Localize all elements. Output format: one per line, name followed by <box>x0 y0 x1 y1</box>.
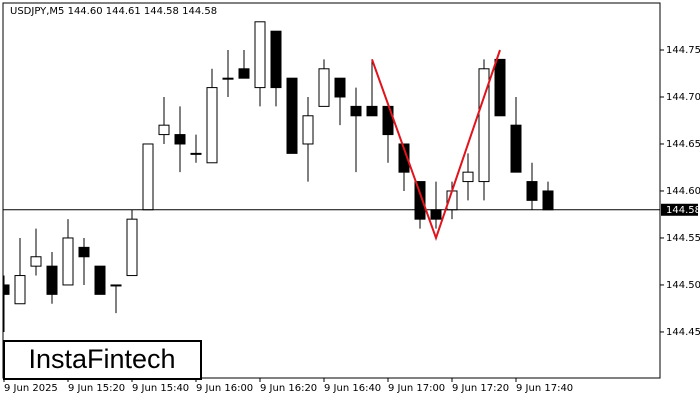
candle-body <box>222 77 234 80</box>
logo: InstaFintech <box>28 344 175 374</box>
candle-body <box>270 30 282 89</box>
candle-body <box>398 143 410 173</box>
candle-body <box>350 105 362 117</box>
candle-body <box>302 115 314 145</box>
x-tick-label: 9 Jun 15:20 <box>68 383 125 394</box>
candle-body <box>542 190 554 211</box>
candle-body <box>110 284 122 287</box>
y-tick-label: 144.65 <box>666 139 700 150</box>
candle-body <box>78 246 90 258</box>
y-tick-label: 144.55 <box>666 233 700 244</box>
x-tick-label: 9 Jun 16:20 <box>260 383 317 394</box>
candle-body <box>94 265 106 295</box>
x-tick-label: 9 Jun 17:00 <box>388 383 445 394</box>
candle-body <box>190 152 202 155</box>
price-label: 144.58 <box>666 205 700 216</box>
candle-body <box>126 218 138 277</box>
candle-body <box>494 58 506 117</box>
y-tick-label: 144.60 <box>666 186 700 197</box>
x-tick-label: 9 Jun 16:40 <box>324 383 381 394</box>
chart-title: USDJPY,M5 144.60 144.61 144.58 144.58 <box>10 6 217 17</box>
candle-body <box>142 143 154 211</box>
plot-frame <box>2 2 661 379</box>
candle-body <box>62 237 74 286</box>
y-tick-label: 144.75 <box>666 45 700 56</box>
price-tag <box>661 203 698 216</box>
candle-body <box>414 181 426 220</box>
pattern-line <box>371 49 501 241</box>
candle-body <box>158 124 170 136</box>
y-tick-label: 144.45 <box>666 327 700 338</box>
candle-body <box>334 77 346 98</box>
x-tick-label: 9 Jun 2025 <box>4 383 58 394</box>
candle-body <box>14 275 26 305</box>
candle-body <box>286 77 298 154</box>
x-tick-label: 9 Jun 17:20 <box>452 383 509 394</box>
y-tick-label: 144.70 <box>666 92 700 103</box>
candle-body <box>382 105 394 136</box>
x-tick-label: 9 Jun 16:00 <box>196 383 253 394</box>
candle-body <box>510 124 522 173</box>
candle-body <box>478 68 490 183</box>
candle-body <box>430 209 442 220</box>
y-tick-label: 144.50 <box>666 280 700 291</box>
candle-body <box>2 284 10 295</box>
candle-body <box>318 68 330 107</box>
candle-body <box>366 105 378 117</box>
logo-box <box>3 340 202 380</box>
candle-body <box>206 87 218 164</box>
candle-body <box>526 181 538 201</box>
candle-body <box>238 68 250 79</box>
x-tick-label: 9 Jun 17:40 <box>516 383 573 394</box>
candle-body <box>174 134 186 145</box>
candle-body <box>254 21 266 89</box>
candle-body <box>462 171 474 183</box>
x-tick-label: 9 Jun 15:40 <box>132 383 189 394</box>
candle-body <box>46 265 58 295</box>
candle-body <box>30 256 42 267</box>
